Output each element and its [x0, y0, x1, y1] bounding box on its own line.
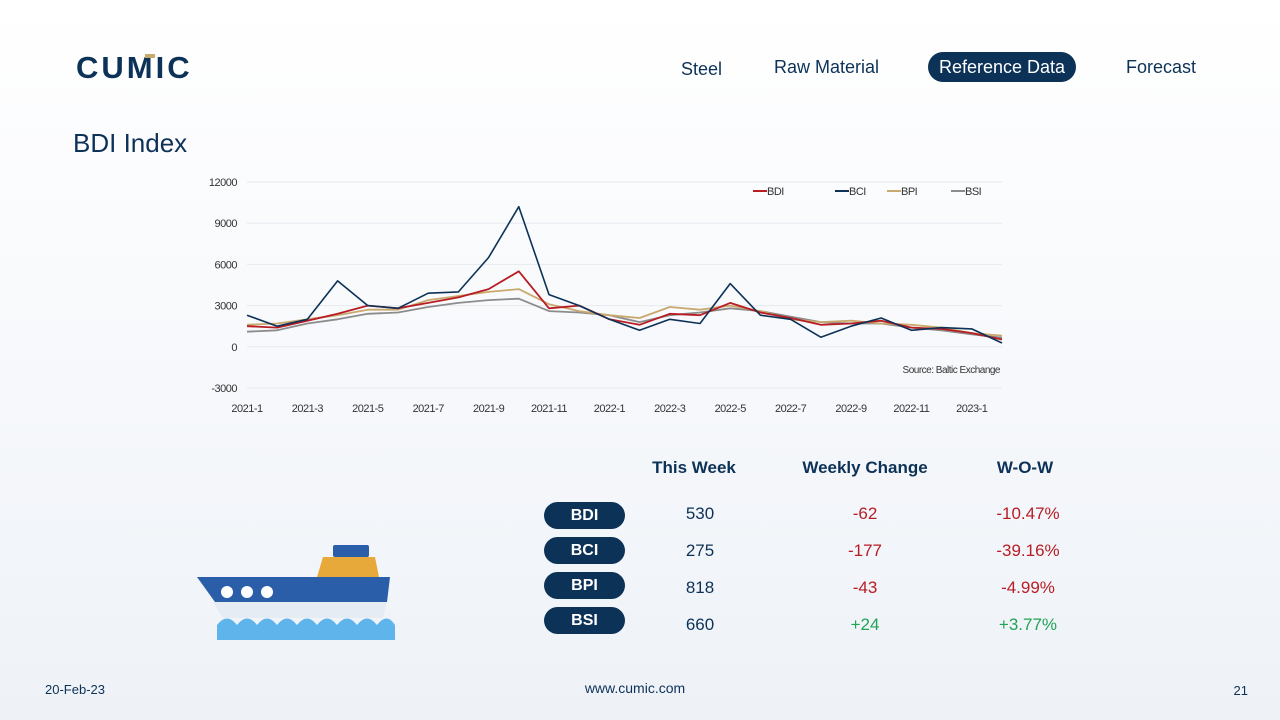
header-weekly-change: Weekly Change [802, 458, 928, 477]
x-tick-label: 2022-7 [775, 403, 807, 415]
series-line-bsi [246, 297, 1003, 339]
x-tick-label: 2021-5 [352, 403, 384, 415]
chart-gridlines [247, 181, 1002, 389]
header-wow: W-O-W [996, 458, 1054, 477]
x-axis-ticks: 2021-1 2021-3 2021-5 2021-7 2021-9 2021-11 202… [231, 403, 988, 415]
cell-wow: -4.99% [1001, 578, 1055, 597]
row-label-bpi: BPI [544, 572, 625, 599]
cell-weekly-change: -177 [847, 541, 883, 560]
chart-series-lines [246, 205, 1003, 344]
nav-reference-data[interactable]: Reference Data [928, 52, 1077, 82]
cumic-logo: CUMIC [76, 50, 193, 84]
y-tick-label: 9000 [215, 218, 238, 230]
y-tick-label: 6000 [215, 259, 238, 271]
footer-url[interactable]: www.cumic.com [584, 680, 686, 696]
y-tick-label: 12000 [209, 177, 237, 189]
cell-this-week: 818 [685, 578, 715, 597]
footer-date: 20-Feb-23 [45, 682, 105, 697]
cell-wow: -39.16% [996, 541, 1060, 560]
y-axis-ticks: 12000 9000 6000 3000 0 -3000 [209, 177, 238, 395]
nav-forecast[interactable]: Forecast [1126, 57, 1197, 77]
legend-label-bdi: BDI [767, 186, 784, 198]
x-tick-label: 2021-1 [231, 403, 263, 415]
x-tick-label: 2022-11 [893, 403, 929, 415]
chart-legend: BDI BCI BPI BSI [753, 186, 982, 198]
x-tick-label: 2022-1 [594, 403, 626, 415]
chart-source: Source: Baltic Exchange [903, 365, 1001, 376]
x-tick-label: 2022-9 [835, 403, 867, 415]
page-title: BDI Index [73, 128, 188, 158]
cargo-ship-icon [197, 545, 395, 640]
row-label-bsi: BSI [544, 607, 625, 634]
x-tick-label: 2023-1 [956, 403, 988, 415]
header-this-week: This Week [652, 458, 736, 477]
legend-label-bsi: BSI [965, 186, 982, 198]
cell-weekly-change: -43 [852, 578, 878, 597]
x-tick-label: 2022-3 [654, 403, 686, 415]
row-label-bci: BCI [544, 537, 625, 564]
y-tick-label: 0 [231, 342, 237, 354]
x-tick-label: 2021-9 [473, 403, 505, 415]
page-number: 21 [1233, 683, 1248, 698]
cell-wow: -10.47% [996, 504, 1060, 523]
logo-accent [145, 54, 155, 58]
cell-this-week: 275 [685, 541, 715, 560]
y-tick-label: 3000 [215, 301, 238, 313]
legend-label-bci: BCI [849, 186, 866, 198]
top-nav: Steel Raw Material Reference Data Foreca… [0, 52, 1280, 82]
nav-raw-material[interactable]: Raw Material [774, 57, 880, 77]
legend-label-bpi: BPI [901, 186, 918, 198]
cell-this-week: 660 [685, 615, 715, 634]
logo-text: CUMIC [76, 50, 193, 84]
cell-weekly-change: -62 [852, 504, 878, 523]
cell-this-week: 530 [685, 504, 715, 523]
cell-weekly-change: +24 [850, 615, 880, 634]
x-tick-label: 2022-5 [715, 403, 747, 415]
row-label-bdi: BDI [544, 502, 625, 529]
x-tick-label: 2021-11 [531, 403, 567, 415]
nav-steel[interactable]: Steel [681, 59, 723, 79]
series-line-bci [246, 205, 1003, 344]
series-line-bpi [246, 288, 1003, 337]
x-tick-label: 2021-7 [413, 403, 445, 415]
x-tick-label: 2021-3 [292, 403, 324, 415]
y-tick-label: -3000 [211, 383, 237, 395]
cell-wow: +3.77% [998, 615, 1058, 634]
